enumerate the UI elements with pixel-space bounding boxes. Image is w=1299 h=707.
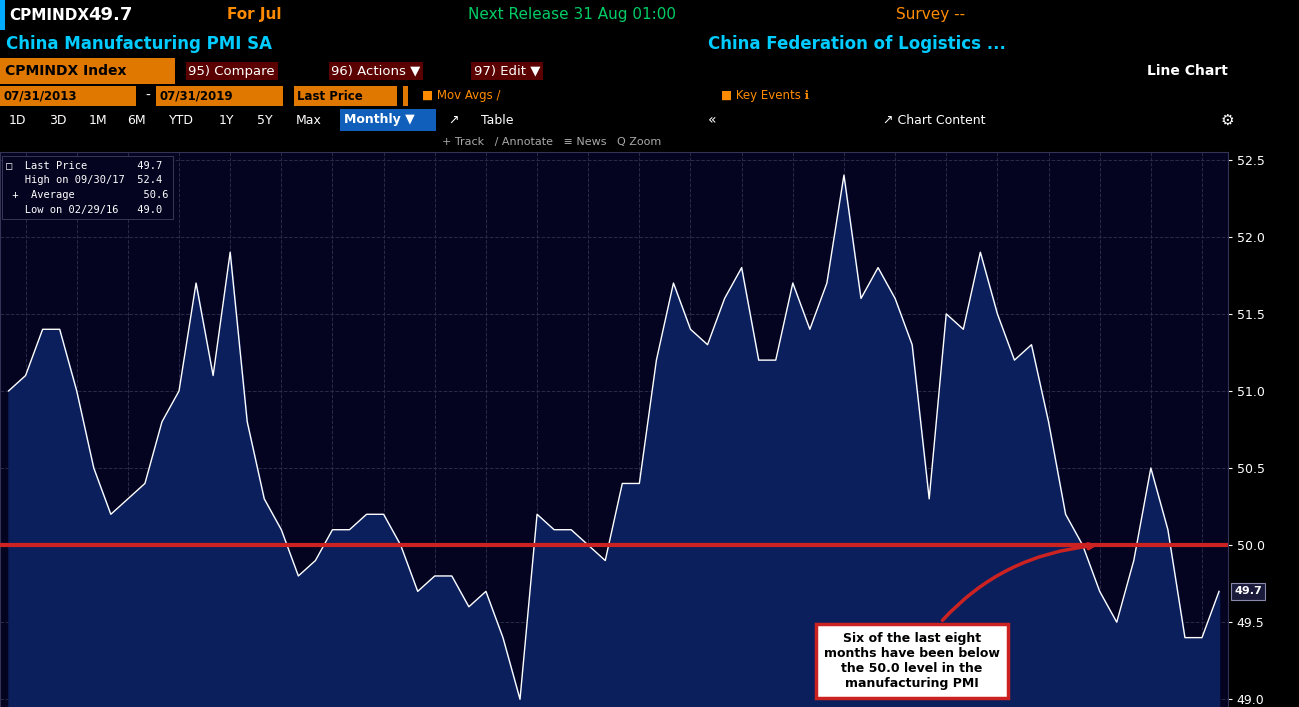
Text: 1M: 1M: [88, 114, 107, 127]
Text: Line Chart: Line Chart: [1147, 64, 1228, 78]
Text: 07/31/2019: 07/31/2019: [160, 90, 234, 103]
Text: «: «: [708, 113, 717, 127]
Text: YTD: YTD: [169, 114, 194, 127]
Text: + Track   ∕ Annotate   ≡ News   Q Zoom: + Track ∕ Annotate ≡ News Q Zoom: [442, 137, 661, 147]
Text: 07/31/2013: 07/31/2013: [4, 90, 78, 103]
Text: 1Y: 1Y: [218, 114, 234, 127]
Text: China Federation of Logistics ...: China Federation of Logistics ...: [708, 35, 1005, 53]
Text: 5Y: 5Y: [257, 114, 273, 127]
Text: For Jul: For Jul: [227, 8, 282, 23]
Text: 95) Compare: 95) Compare: [188, 64, 275, 78]
Text: ↗: ↗: [448, 114, 459, 127]
Bar: [156, 86, 283, 106]
Text: 97) Edit ▼: 97) Edit ▼: [474, 64, 540, 78]
Text: □  Last Price        49.7
   High on 09/30/17  52.4
 +  Average           50.6
 : □ Last Price 49.7 High on 09/30/17 52.4 …: [6, 160, 169, 215]
Text: CPMINDX: CPMINDX: [9, 8, 90, 23]
Text: 6M: 6M: [127, 114, 145, 127]
Bar: [294, 86, 397, 106]
Text: CPMINDX Index: CPMINDX Index: [5, 64, 127, 78]
Text: ■ Key Events ℹ: ■ Key Events ℹ: [721, 90, 809, 103]
Bar: [0, 86, 136, 106]
Text: -: -: [145, 89, 151, 103]
Text: 3D: 3D: [49, 114, 66, 127]
Text: 49.7: 49.7: [88, 6, 132, 24]
Bar: [0, 0, 5, 30]
Text: ■ Mov Avgs /: ■ Mov Avgs /: [422, 90, 500, 103]
Text: 1D: 1D: [9, 114, 26, 127]
Text: Last Price: Last Price: [297, 90, 364, 103]
Text: Six of the last eight
months have been below
the 50.0 level in the
manufacturing: Six of the last eight months have been b…: [824, 544, 1092, 690]
Bar: [340, 110, 436, 131]
Text: Next Release 31 Aug 01:00: Next Release 31 Aug 01:00: [468, 8, 675, 23]
Text: Max: Max: [296, 114, 322, 127]
Text: ↗ Chart Content: ↗ Chart Content: [883, 114, 986, 127]
Text: Table: Table: [481, 114, 513, 127]
Bar: [0, 58, 175, 84]
Text: China Manufacturing PMI SA: China Manufacturing PMI SA: [6, 35, 273, 53]
Text: Survey --: Survey --: [896, 8, 965, 23]
Text: ⚙: ⚙: [1221, 112, 1234, 127]
Bar: [403, 86, 408, 106]
Text: Monthly ▼: Monthly ▼: [344, 114, 414, 127]
Text: 49.7: 49.7: [1234, 586, 1263, 597]
Text: 96) Actions ▼: 96) Actions ▼: [331, 64, 421, 78]
